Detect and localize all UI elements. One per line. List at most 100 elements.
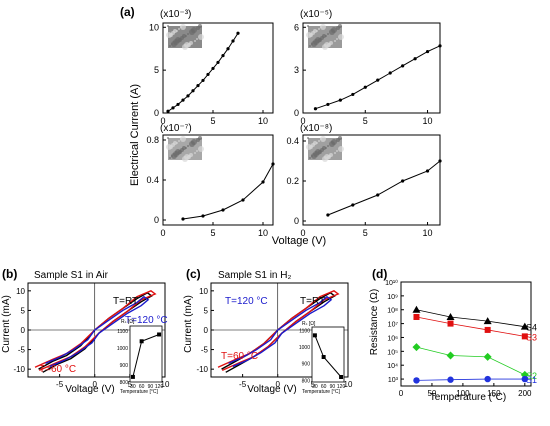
a3-sem-grain xyxy=(196,150,198,152)
a4-frame xyxy=(302,134,441,226)
b-xtick-label: -5 xyxy=(56,380,64,389)
panel-b-label-60: T=60 °C xyxy=(39,364,76,375)
a4-point xyxy=(425,169,430,173)
a2-sem-grain xyxy=(324,42,330,48)
a1-sem-grain xyxy=(180,26,182,28)
a3-sem-grain xyxy=(194,152,196,154)
ci-point xyxy=(321,355,326,359)
a4-sem-grain xyxy=(313,141,317,145)
a2-sem-grain xyxy=(331,27,337,33)
a2-xtick-label: 10 xyxy=(423,116,433,126)
d-marker-S3 xyxy=(447,320,454,327)
a4-sem-grain xyxy=(338,146,344,152)
panel-a4-exponent: (x10⁻⁸) xyxy=(300,123,332,134)
a2-sem-grain xyxy=(322,34,326,38)
a2-point xyxy=(425,49,430,54)
a3-sem-grain xyxy=(184,154,190,160)
a4-sem-grain xyxy=(307,137,309,139)
bi-ytick-label: 800 xyxy=(120,380,129,386)
c-ytick-label: -5 xyxy=(201,346,209,355)
d-ytick-label: 10³ xyxy=(388,377,399,384)
a4-sem-grain xyxy=(306,144,312,150)
b-xtick-label: 0 xyxy=(93,380,98,389)
d-xtick-label: 200 xyxy=(518,389,532,398)
a1-sem-grain xyxy=(180,24,186,30)
d-series-line-S2 xyxy=(416,346,525,376)
a1-xtick-label: 0 xyxy=(160,116,165,126)
ci-xtick-label: 120 xyxy=(337,384,346,390)
a2-series-line xyxy=(315,45,441,110)
a2-sem-grain xyxy=(306,32,312,38)
d-ytick-label: 10⁵ xyxy=(387,349,398,356)
d-ytick-label: 10⁹ xyxy=(387,294,398,301)
a3-sem-grain xyxy=(178,140,180,142)
a2-point xyxy=(413,57,417,61)
a2-sem-grain xyxy=(338,24,342,28)
d-marker-S4 xyxy=(520,322,529,330)
a3-ytick-label: 0.8 xyxy=(146,135,159,145)
d-marker-S4 xyxy=(483,317,492,325)
a4-sem-grain xyxy=(320,136,326,142)
d-series-label-S2: S2 xyxy=(526,371,537,381)
panel-a1-exponent: (x10⁻³) xyxy=(160,9,191,20)
ci-ytick-label: 800 xyxy=(302,378,311,384)
a2-point xyxy=(376,78,380,82)
a3-point xyxy=(271,162,275,166)
a2-point xyxy=(338,98,342,102)
a3-point xyxy=(181,217,185,221)
a4-xtick-label: 0 xyxy=(300,228,305,238)
bi-ytick-label: 1100 xyxy=(117,329,128,335)
a2-sem-grain xyxy=(329,41,333,45)
a2-point xyxy=(438,44,442,48)
bi-point xyxy=(157,332,162,337)
a4-sem-grain xyxy=(336,150,338,152)
panel-label-d: (d) xyxy=(372,267,387,281)
b-ytick-label: 5 xyxy=(21,306,26,315)
ci-point xyxy=(312,333,317,338)
a4-ytick-label: 0.2 xyxy=(286,176,299,186)
c-xtick-label: 10 xyxy=(344,380,353,389)
ci-point xyxy=(339,375,344,379)
a1-sem-grain xyxy=(175,37,181,43)
ci-xtick-label: 90 xyxy=(330,384,336,390)
panel-c-label-120: T=120 °C xyxy=(225,296,268,307)
a2-frame xyxy=(302,22,441,114)
a1-sem-grain xyxy=(189,41,193,45)
panel-a2-exponent: (x10⁻⁵) xyxy=(300,9,332,20)
panel-a-xlabel: Voltage (V) xyxy=(272,235,326,247)
c-series-1 xyxy=(217,290,340,371)
a2-point xyxy=(313,107,318,111)
a4-sem-image xyxy=(306,136,344,162)
a1-frame xyxy=(162,22,274,114)
a1-sem-grain xyxy=(169,45,171,47)
a1-ytick-label: 5 xyxy=(154,65,159,75)
d-series-label-S1: S1 xyxy=(526,375,537,385)
a1-sem-grain xyxy=(191,27,197,33)
a4-ytick-label: 0 xyxy=(294,216,299,226)
b-series-2 xyxy=(45,295,150,368)
a1-point xyxy=(211,66,215,71)
a2-sem-grain xyxy=(307,25,309,27)
a1-point xyxy=(221,53,225,58)
a1-point xyxy=(186,94,190,98)
a4-sem-grain xyxy=(334,152,336,154)
a4-sem-grain xyxy=(320,138,322,140)
a1-point xyxy=(176,102,180,107)
a3-point xyxy=(221,208,225,212)
panel-c-label-60: T=60 °C xyxy=(221,351,258,362)
d-marker-S1 xyxy=(413,377,420,384)
panel-d-xlabel: Temperature (ºC) xyxy=(430,392,506,403)
panel-a4-plot: 0 5 10 0 0.2 0.4 xyxy=(286,134,442,238)
a3-sem-grain xyxy=(180,138,182,140)
panel-c-inset-ylabel: Rₛ [Ω] xyxy=(302,321,316,327)
panel-b-title: Sample S1 in Air xyxy=(34,270,109,281)
a4-sem-grain xyxy=(311,155,313,157)
a3-xtick-label: 0 xyxy=(160,228,165,238)
a1-sem-grain xyxy=(187,33,189,35)
a1-point xyxy=(216,60,220,65)
a3-ytick-label: 0 xyxy=(154,215,159,225)
a3-xtick-label: 10 xyxy=(258,228,268,238)
a4-point xyxy=(326,213,330,217)
a3-sem-grain xyxy=(198,136,202,140)
